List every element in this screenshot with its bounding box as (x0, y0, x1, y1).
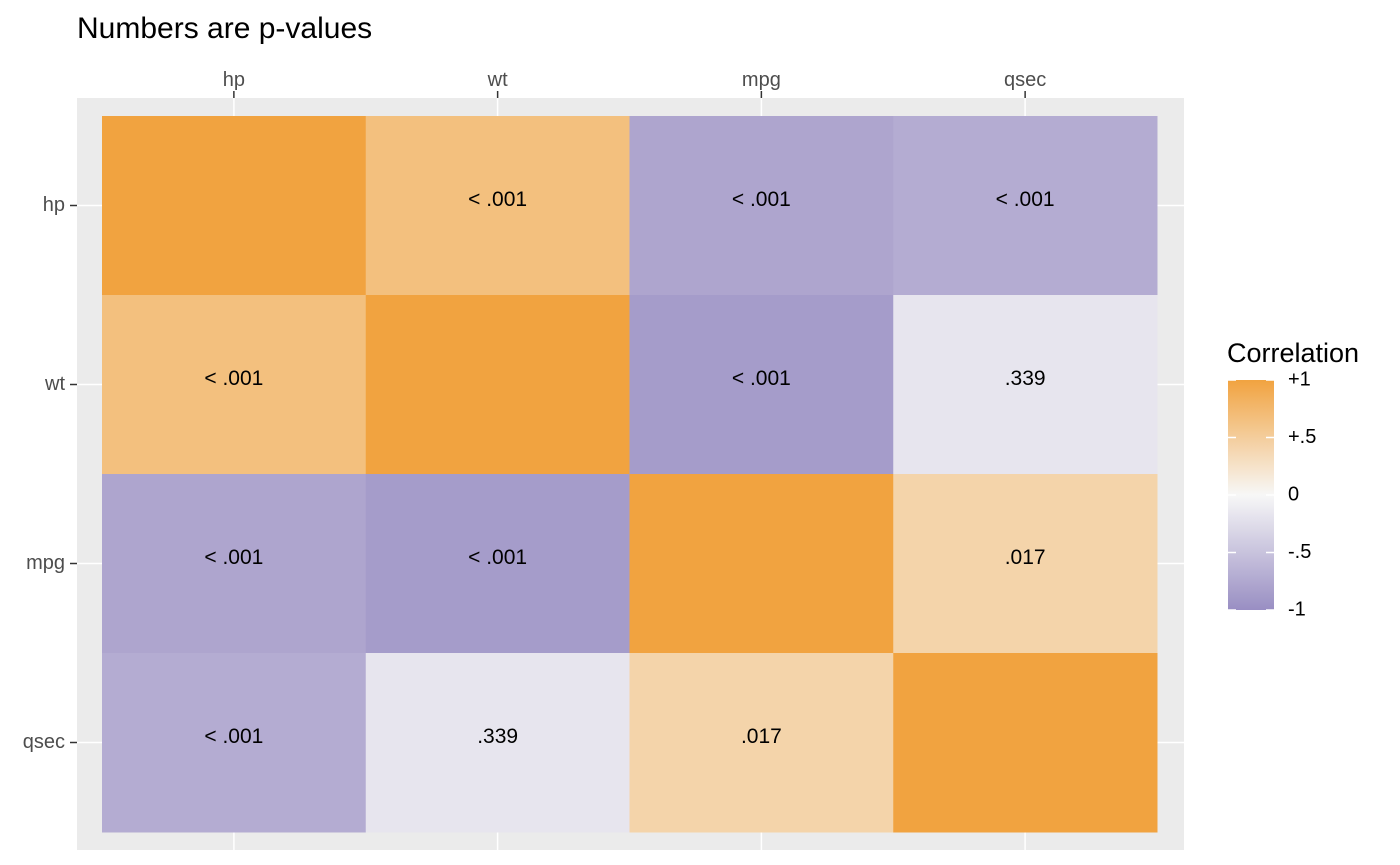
cell-label: < .001 (204, 546, 263, 569)
cell-label: < .001 (996, 188, 1055, 211)
cell-label: .339 (477, 725, 518, 748)
heatmap-cell-mpg-qsec (893, 474, 1158, 654)
heatmap-cell-hp-hp (102, 116, 367, 296)
cell-label: < .001 (732, 188, 791, 211)
heatmap-cell-wt-hp (102, 295, 367, 475)
heatmap-cell-hp-wt (365, 116, 630, 296)
heatmap-cell-qsec-mpg (629, 653, 894, 833)
legend-tick-label: -1 (1288, 598, 1306, 620)
cell-label: < .001 (468, 188, 527, 211)
chart-title: Numbers are p-values (77, 12, 373, 45)
x-tick-label: mpg (742, 69, 781, 91)
y-tick-label: qsec (23, 731, 65, 753)
y-tick-label: mpg (26, 552, 65, 574)
cell-label: .017 (1005, 546, 1046, 569)
x-tick-label: wt (487, 69, 508, 91)
heatmap-cell-qsec-hp (102, 653, 367, 833)
cell-label: .339 (1005, 367, 1046, 390)
heatmap-cell-qsec-wt (365, 653, 630, 833)
x-tick-label: qsec (1004, 69, 1046, 91)
cell-label: < .001 (468, 546, 527, 569)
legend-tick-label: +1 (1288, 368, 1311, 390)
cell-label: < .001 (732, 367, 791, 390)
x-tick-label: hp (223, 69, 245, 91)
legend-title: Correlation (1227, 338, 1359, 368)
legend-tick-label: -.5 (1288, 541, 1311, 563)
cell-label: < .001 (204, 367, 263, 390)
heatmap-cell-mpg-hp (102, 474, 367, 654)
cell-label: < .001 (204, 725, 263, 748)
y-tick-label: wt (44, 373, 65, 395)
heatmap-cell-hp-mpg (629, 116, 894, 296)
y-tick-label: hp (43, 194, 65, 216)
heatmap-cell-mpg-wt (365, 474, 630, 654)
legend-tick-label: +.5 (1288, 426, 1316, 448)
heatmap-cell-wt-qsec (893, 295, 1158, 475)
cell-label: .017 (741, 725, 782, 748)
heatmap-cell-hp-qsec (893, 116, 1158, 296)
heatmap-cell-wt-mpg (629, 295, 894, 475)
legend-tick-label: 0 (1288, 483, 1299, 505)
heatmap-cell-qsec-qsec (893, 653, 1158, 833)
heatmap-cell-mpg-mpg (629, 474, 894, 654)
heatmap-cell-wt-wt (365, 295, 630, 475)
